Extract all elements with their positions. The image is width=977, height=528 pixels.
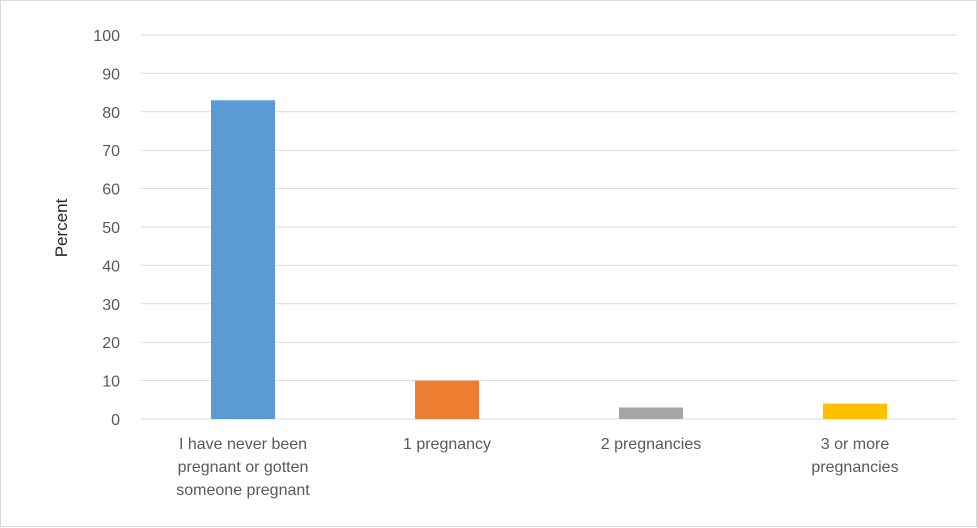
x-tick-label-line: someone pregnant — [176, 482, 310, 499]
x-tick-label-line: pregnancies — [811, 459, 898, 476]
x-tick-label-0: I have never been pregnant or gotten someo… — [176, 436, 310, 499]
x-tick-label-line: 2 pregnancies — [601, 436, 702, 453]
x-tick-label-2: 2 pregnancies — [601, 436, 702, 453]
x-tick-label-line: 1 pregnancy — [403, 436, 491, 453]
x-axis-category-labels: I have never been pregnant or gotten someo… — [176, 436, 898, 499]
bar-2 — [619, 407, 683, 419]
y-axis-title: Percent — [52, 198, 71, 257]
y-tick-label-20: 20 — [102, 335, 120, 352]
x-tick-label-line: I have never been — [179, 436, 307, 453]
y-tick-label-10: 10 — [102, 374, 120, 391]
x-tick-label-3: 3 or more pregnancies — [811, 436, 898, 476]
bar-3 — [823, 404, 887, 419]
y-tick-label-80: 80 — [102, 105, 120, 122]
bars — [211, 100, 887, 419]
y-tick-label-100: 100 — [93, 28, 120, 45]
y-axis-tick-labels: 0 10 20 30 40 50 60 70 80 90 100 — [93, 28, 120, 429]
x-tick-label-line: 3 or more — [821, 436, 890, 453]
y-tick-label-90: 90 — [102, 66, 120, 83]
y-tick-label-30: 30 — [102, 297, 120, 314]
y-tick-label-60: 60 — [102, 182, 120, 199]
bar-0 — [211, 100, 275, 419]
y-tick-label-50: 50 — [102, 220, 120, 237]
x-tick-label-line: pregnant or gotten — [178, 459, 309, 476]
y-tick-label-0: 0 — [111, 412, 120, 429]
y-tick-label-40: 40 — [102, 258, 120, 275]
bar-1 — [415, 381, 479, 419]
x-tick-label-1: 1 pregnancy — [403, 436, 491, 453]
y-tick-label-70: 70 — [102, 143, 120, 160]
